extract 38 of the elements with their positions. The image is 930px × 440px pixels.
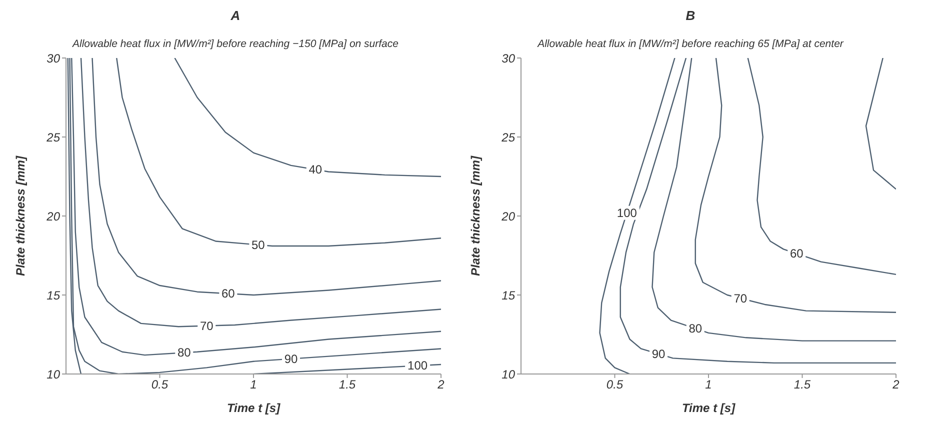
x-tick-label: 1.5 xyxy=(338,378,356,392)
chart-subtitle: Allowable heat flux in [MW/m²] before reaching 65 [MPa] at center xyxy=(536,38,845,52)
y-tick-label: 15 xyxy=(46,288,60,302)
y-tick-label: 20 xyxy=(500,209,516,224)
series-label: 80 xyxy=(177,346,192,360)
x-tick-label: 2 xyxy=(892,378,900,392)
y-tick-label: 25 xyxy=(46,130,60,144)
y-tick-label: 30 xyxy=(46,51,60,66)
chart-subtitle: Allowable heat flux in [MW/m²] before reaching −150 [MPa] on surface xyxy=(71,38,400,52)
series-label: 60 xyxy=(790,246,804,261)
series-label: 70 xyxy=(734,291,748,306)
series-label: 90 xyxy=(284,352,298,366)
x-tick-label: 1.5 xyxy=(794,378,811,392)
series-label: 100 xyxy=(408,358,428,373)
x-tick-label: 1 xyxy=(250,378,257,392)
y-tick-label: 20 xyxy=(46,209,60,224)
x-axis-title: Time t [s] xyxy=(226,401,282,415)
y-tick-label: 30 xyxy=(502,51,516,66)
y-tick-label: 10 xyxy=(502,367,516,382)
x-tick-label: 1 xyxy=(705,378,712,392)
chart-title: A xyxy=(230,8,242,25)
y-tick-label: 10 xyxy=(46,367,60,382)
x-tick-label: 0.5 xyxy=(151,378,168,392)
x-axis-title: Time t [s] xyxy=(682,401,736,415)
y-axis-title: Plate thickness [mm] xyxy=(13,154,28,276)
y-tick-label: 15 xyxy=(502,288,516,302)
series-label: 90 xyxy=(652,346,666,361)
series-label: 50 xyxy=(252,238,266,252)
series-label: 40 xyxy=(308,162,322,177)
series-label: 60 xyxy=(222,286,236,301)
series-label: 80 xyxy=(688,321,702,336)
y-axis-title: Plate thickness [mm] xyxy=(468,154,482,276)
y-tick-label: 25 xyxy=(500,130,516,144)
series-label: 70 xyxy=(200,318,214,333)
chart-title: B xyxy=(684,8,696,25)
x-tick-label: 2 xyxy=(436,378,445,392)
x-tick-label: 0.5 xyxy=(606,378,624,392)
series-label: 100 xyxy=(616,206,638,220)
